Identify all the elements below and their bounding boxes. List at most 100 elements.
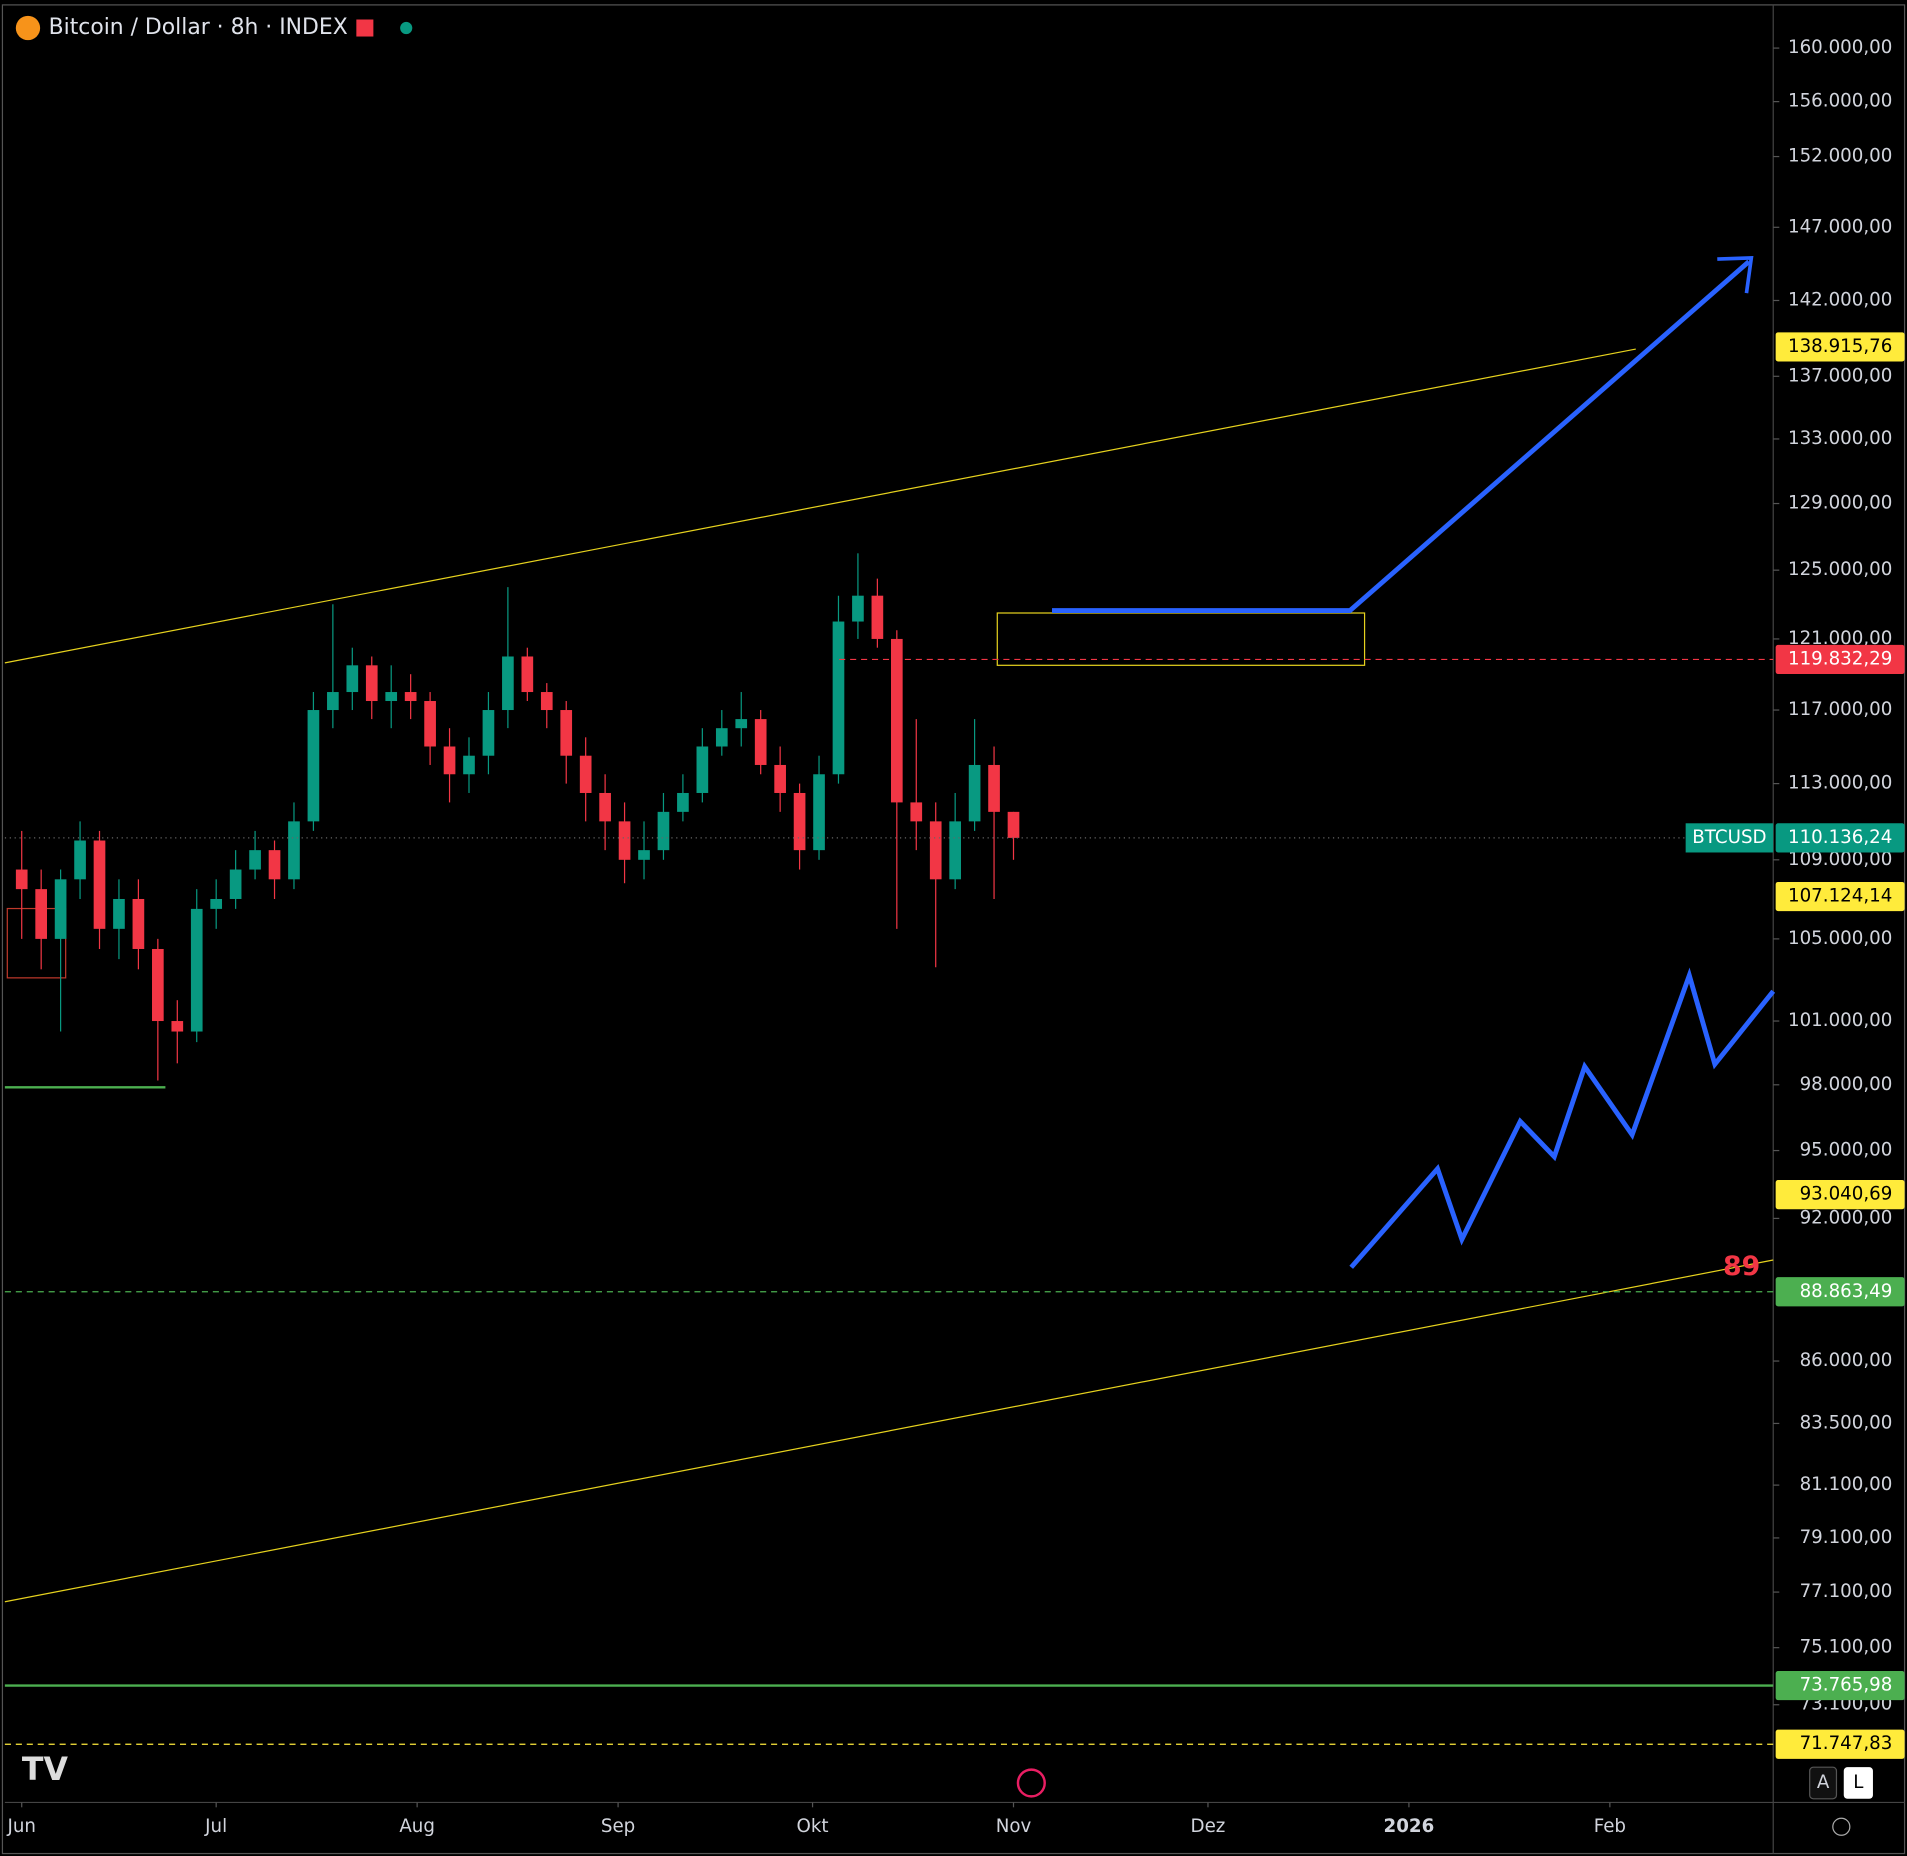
coin-icon — [15, 15, 41, 41]
y-tick-label: 142.000,00 — [1788, 289, 1892, 310]
candle-body — [1007, 811, 1020, 838]
candle-body — [15, 869, 28, 890]
candle-body — [190, 908, 203, 1032]
candle-body — [346, 665, 359, 693]
price-label-box — [1775, 1277, 1905, 1307]
candle-body — [268, 850, 281, 880]
price-label-box — [1775, 823, 1905, 853]
price-label-box — [1775, 881, 1905, 912]
x-tick-label: Feb — [1594, 1816, 1626, 1837]
x-tick-label: Aug — [399, 1816, 435, 1837]
y-tick-label: 156.000,00 — [1788, 91, 1892, 112]
price-label-box — [1775, 1670, 1905, 1701]
y-tick-label: 75.100,00 — [1800, 1637, 1893, 1658]
candle-body — [715, 728, 728, 747]
y-tick-label: 160.000,00 — [1788, 37, 1892, 58]
log-label[interactable]: L — [1853, 1772, 1864, 1793]
candle-body — [385, 692, 398, 702]
price-label-box — [1775, 1180, 1905, 1210]
y-tick-label: 92.000,00 — [1800, 1207, 1893, 1228]
price-label: 107.124,14 — [1788, 886, 1892, 907]
price-label-box — [1775, 332, 1905, 362]
logo: TV — [22, 1752, 69, 1788]
candle-body — [424, 701, 436, 747]
symbol-tag-box — [1685, 823, 1774, 853]
y-tick-label: 121.000,00 — [1788, 628, 1892, 649]
y-tick-label: 129.000,00 — [1788, 493, 1892, 514]
event-icon[interactable] — [1016, 1768, 1046, 1798]
upper-trendline — [4, 348, 1636, 664]
y-tick-label: 117.000,00 — [1788, 699, 1892, 720]
candle-body — [677, 792, 689, 812]
candle-body — [910, 802, 923, 822]
candle-body — [988, 764, 1000, 812]
candle-body — [793, 792, 806, 851]
y-tick-label: 109.000,00 — [1788, 849, 1892, 870]
price-label: 110.136,24 — [1788, 827, 1892, 848]
candle-body — [365, 665, 378, 702]
candle-body — [599, 792, 611, 822]
price-label: 88.863,49 — [1800, 1281, 1893, 1302]
candle-body — [327, 692, 339, 711]
x-tick-label: Sep — [601, 1816, 635, 1837]
candle-body — [754, 719, 767, 765]
x-tick-label: 2026 — [1384, 1816, 1435, 1837]
x-tick-label: Jul — [204, 1816, 227, 1837]
candle-body — [74, 840, 86, 880]
y-tick-label: 79.100,00 — [1800, 1527, 1893, 1548]
chart-title: Bitcoin / Dollar · 8h · INDEX — [49, 15, 348, 40]
x-tick-label: Nov — [996, 1816, 1032, 1837]
lower-trendline — [4, 1259, 1774, 1603]
candle-body — [229, 869, 242, 899]
settings-icon[interactable] — [1832, 1817, 1851, 1836]
candle-body — [735, 719, 748, 729]
candle-body — [54, 879, 67, 939]
x-tick-label: Dez — [1191, 1816, 1226, 1837]
y-tick-label: 133.000,00 — [1788, 428, 1892, 449]
candle-body — [171, 1021, 184, 1032]
price-label: 93.040,69 — [1800, 1184, 1893, 1205]
candle-body — [871, 595, 884, 639]
auto-button[interactable] — [1809, 1766, 1838, 1800]
y-tick-label: 105.000,00 — [1788, 928, 1892, 949]
y-tick-label: 125.000,00 — [1788, 559, 1892, 580]
flag-icon — [356, 19, 374, 37]
y-tick-label: 83.500,00 — [1800, 1412, 1893, 1433]
y-tick-label: 77.100,00 — [1800, 1581, 1893, 1602]
candle-body — [443, 746, 456, 775]
candle-body — [560, 710, 573, 756]
candle-body — [638, 850, 650, 860]
y-tick-label: 101.000,00 — [1788, 1010, 1892, 1031]
price-label: 119.832,29 — [1788, 648, 1892, 669]
y-tick-label: 86.000,00 — [1800, 1350, 1893, 1371]
candle-body — [813, 774, 825, 851]
log-button[interactable] — [1843, 1767, 1873, 1799]
candle-body — [618, 821, 631, 860]
candle-body — [929, 821, 942, 880]
candle-body — [307, 710, 320, 822]
price-label: 71.747,83 — [1800, 1733, 1893, 1754]
y-tick-label: 98.000,00 — [1800, 1074, 1893, 1095]
annotation-label: 89 — [1723, 1251, 1760, 1282]
candle-body — [774, 764, 786, 793]
candle-body — [35, 889, 47, 939]
auto-label[interactable]: A — [1817, 1772, 1830, 1793]
y-tick-label: 95.000,00 — [1800, 1140, 1893, 1161]
price-label: 73.765,98 — [1800, 1675, 1893, 1696]
candle-body — [113, 898, 125, 929]
y-tick-label: 137.000,00 — [1788, 365, 1892, 386]
candle-body — [579, 755, 592, 793]
candle-body — [132, 898, 145, 949]
candle-body — [890, 638, 903, 803]
candle-body — [463, 755, 475, 775]
candle-body — [521, 656, 534, 693]
candle-body — [404, 692, 417, 702]
price-label: 138.915,76 — [1788, 336, 1892, 357]
candle-body — [832, 621, 845, 775]
candle-body — [657, 811, 670, 851]
y-tick-label: 113.000,00 — [1788, 773, 1892, 794]
candle-body — [288, 821, 300, 880]
